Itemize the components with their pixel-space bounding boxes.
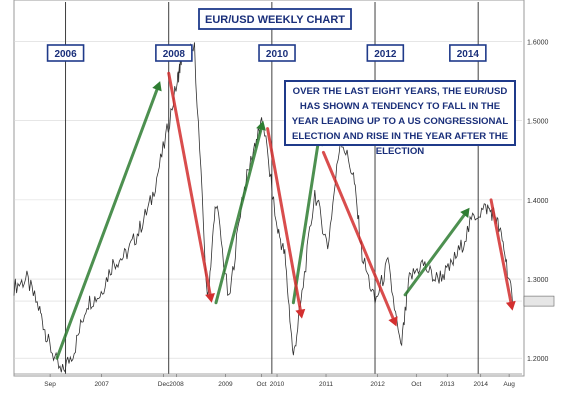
down-trend-arrow-head: [295, 308, 306, 319]
y-tick-label: 1.4000: [527, 198, 549, 205]
down-trend-arrow-shaft: [167, 71, 212, 296]
up-trend-arrow-head: [460, 207, 470, 218]
down-trend-arrow-head: [505, 300, 516, 311]
x-tick-label: 2008: [169, 381, 184, 388]
x-tick-label: 2011: [319, 381, 333, 388]
price-series-line: [13, 42, 513, 373]
up-trend-arrow-head: [152, 81, 162, 92]
x-tick-label: 2009: [218, 381, 233, 388]
trend-arrow-layer: [55, 71, 516, 360]
title-box: [198, 8, 352, 30]
down-trend-arrow-shaft: [266, 127, 302, 312]
x-tick-label: Oct: [256, 381, 266, 388]
up-trend-arrow-head: [256, 120, 266, 131]
year-label-box: [46, 44, 85, 62]
x-tick-label: 2014: [474, 381, 489, 388]
year-label: 2012: [374, 49, 397, 60]
down-trend-arrow-head: [388, 316, 398, 327]
y-tick-label: 1.2000: [527, 356, 549, 363]
x-tick-label: Dec: [158, 381, 170, 388]
annotation-box: OVER THE LAST EIGHT YEARS, THE EUR/USD H…: [284, 80, 516, 157]
x-tick-label: 2012: [370, 381, 385, 388]
up-trend-arrow-shaft: [55, 88, 159, 360]
up-trend-arrow-shaft: [214, 127, 263, 305]
y-tick-label: 1.6000: [527, 40, 549, 47]
year-label-box: [449, 44, 487, 62]
x-tick-label: Aug: [503, 381, 515, 388]
y-tick-label: 1.5000: [527, 119, 549, 126]
year-label-box: [366, 44, 405, 62]
x-tick-label: Oct: [411, 381, 421, 388]
x-tick-label: 2013: [440, 381, 455, 388]
year-label-box: [155, 44, 193, 62]
current-price-box: [523, 295, 555, 307]
label-layer: 1.20001.27211.30001.40001.50001.60002006…: [44, 8, 555, 388]
y-tick-label: 1.3000: [527, 277, 549, 284]
x-tick-label: Sep: [44, 381, 56, 388]
up-trend-arrow-shaft: [291, 143, 320, 305]
down-trend-arrow-shaft: [321, 150, 395, 320]
down-trend-arrow-shaft: [489, 198, 513, 304]
year-label: 2006: [54, 49, 77, 60]
plot-area: [13, 0, 525, 377]
up-trend-arrow-shaft: [403, 213, 466, 297]
x-tick-label: 2010: [270, 381, 285, 388]
year-label: 2008: [163, 49, 186, 60]
year-label-box: [258, 44, 296, 62]
down-trend-arrow-head: [205, 292, 215, 303]
chart-title: EUR/USD WEEKLY CHART: [205, 14, 345, 26]
year-label: 2014: [457, 49, 480, 60]
year-label: 2010: [266, 49, 289, 60]
x-tick-label: 2007: [94, 381, 109, 388]
price-layer: [13, 42, 513, 373]
